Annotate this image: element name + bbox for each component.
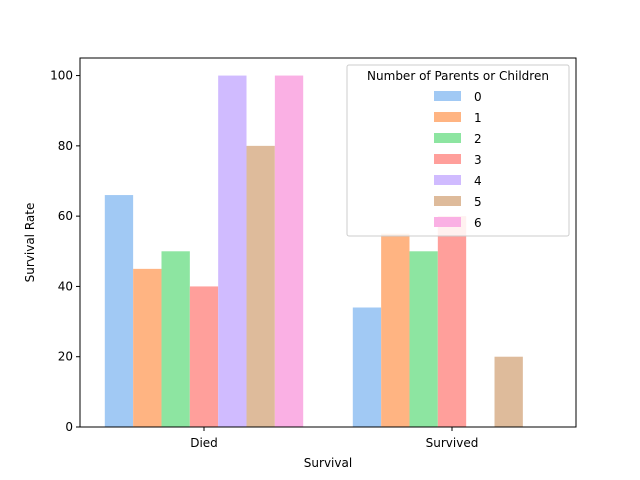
legend-label-1: 1: [474, 111, 482, 125]
y-tick-label: 60: [58, 209, 73, 223]
bars-group: [104, 75, 523, 428]
legend-box: [346, 64, 570, 237]
legend: Number of Parents or Children 0 1 2 3 4 5 6: [346, 64, 570, 237]
legend-label-5: 5: [474, 195, 482, 209]
bar-survived-3: [437, 216, 467, 427]
bar-died-3: [189, 286, 219, 427]
plot-frame: [79, 57, 577, 428]
legend-label-0: 0: [474, 90, 482, 104]
legend-swatch-3: [434, 154, 461, 164]
legend-swatch-0: [434, 91, 461, 101]
bar-died-1: [133, 268, 162, 427]
y-tick-label: 40: [58, 279, 73, 293]
x-axis: Died Survived: [190, 427, 478, 450]
bar-died-5: [246, 145, 275, 428]
bar-survived-2: [409, 251, 438, 427]
legend-label-3: 3: [474, 153, 482, 167]
legend-title: Number of Parents or Children: [367, 69, 549, 83]
y-tick-label: 20: [58, 350, 73, 364]
legend-label-4: 4: [474, 174, 482, 188]
legend-swatch-5: [434, 196, 461, 206]
bar-died-4: [218, 75, 247, 427]
x-axis-label: Survival: [304, 456, 352, 470]
legend-swatch-6: [434, 217, 461, 227]
bar-died-6: [274, 75, 304, 427]
bar-survived-0: [352, 307, 382, 427]
legend-label-2: 2: [474, 132, 482, 146]
y-tick-label: 0: [65, 420, 73, 434]
legend-swatch-1: [434, 112, 461, 122]
y-axis: 0 20 40 60 80 100: [50, 69, 80, 434]
legend-swatch-4: [434, 175, 461, 185]
bar-survived-1: [381, 233, 410, 427]
y-axis-label: Survival Rate: [23, 203, 37, 283]
y-tick-label: 100: [50, 69, 73, 83]
legend-swatch-2: [434, 133, 461, 143]
legend-label-6: 6: [474, 216, 482, 230]
bar-died-0: [104, 195, 134, 427]
x-tick-label-survived: Survived: [426, 436, 479, 450]
x-tick-label-died: Died: [190, 436, 218, 450]
bar-survived-5: [494, 356, 523, 427]
y-tick-label: 80: [58, 139, 73, 153]
bar-died-2: [161, 251, 190, 427]
